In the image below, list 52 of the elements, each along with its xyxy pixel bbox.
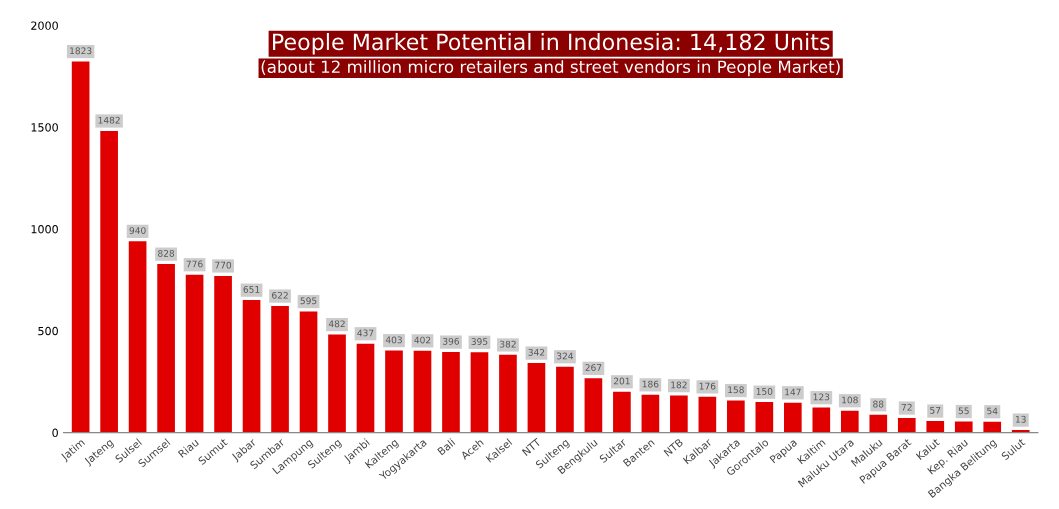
- data-label: 267: [585, 364, 602, 371]
- bar: [157, 264, 175, 433]
- data-label: 182: [671, 381, 687, 389]
- data-label: 402: [414, 336, 431, 344]
- data-label: 437: [357, 329, 374, 337]
- bar: [926, 421, 945, 433]
- data-label: 88: [873, 400, 884, 408]
- data-label: 1823: [70, 47, 92, 55]
- data-label: 176: [699, 382, 716, 390]
- data-label: 123: [813, 393, 830, 401]
- data-label: 1482: [98, 116, 120, 124]
- data-label: 651: [243, 285, 260, 293]
- data-label: 158: [728, 386, 744, 394]
- data-label: 382: [500, 340, 516, 348]
- data-label: 622: [272, 291, 288, 299]
- data-label: 108: [842, 396, 858, 404]
- data-label: 403: [385, 336, 402, 344]
- text: (about 12 million micro retailers and street vendors in People Market): [261, 60, 840, 77]
- data-label: 150: [756, 387, 773, 395]
- data-label: 342: [528, 348, 545, 356]
- bar: [527, 363, 546, 433]
- data-label: 828: [158, 249, 175, 257]
- data-label: 55: [958, 407, 969, 415]
- y-tick-label: 500: [38, 326, 58, 336]
- y-tick-label: 1000: [31, 225, 58, 234]
- data-label: 482: [328, 320, 345, 328]
- bar: [584, 378, 603, 433]
- x-tick-label: Bali: [436, 438, 456, 456]
- data-label: 147: [785, 388, 801, 396]
- bar: [271, 306, 289, 433]
- bar: [442, 352, 460, 433]
- data-label: 395: [471, 338, 488, 345]
- data-label: 13: [1015, 415, 1026, 423]
- data-label: 770: [215, 261, 232, 269]
- data-label: 186: [642, 380, 659, 388]
- y-tick-label: 1500: [31, 123, 58, 132]
- bar: [755, 402, 774, 433]
- data-label: 201: [613, 377, 630, 385]
- y-tick-label: 0: [52, 428, 58, 438]
- data-label: 324: [557, 352, 574, 360]
- data-label: 595: [300, 297, 317, 305]
- chart-title: People Market Potential in Indonesia: 14,182 Units: [273, 33, 830, 55]
- bar: [470, 352, 489, 433]
- data-label: 776: [186, 260, 203, 268]
- bar: [128, 241, 147, 433]
- y-tick-label: 2000: [31, 21, 58, 30]
- data-label: 396: [443, 337, 460, 345]
- data-label: 57: [930, 407, 941, 414]
- bar: [242, 300, 261, 433]
- data-label: 72: [901, 403, 912, 411]
- data-label: 940: [129, 227, 146, 234]
- data-label: 54: [987, 407, 998, 415]
